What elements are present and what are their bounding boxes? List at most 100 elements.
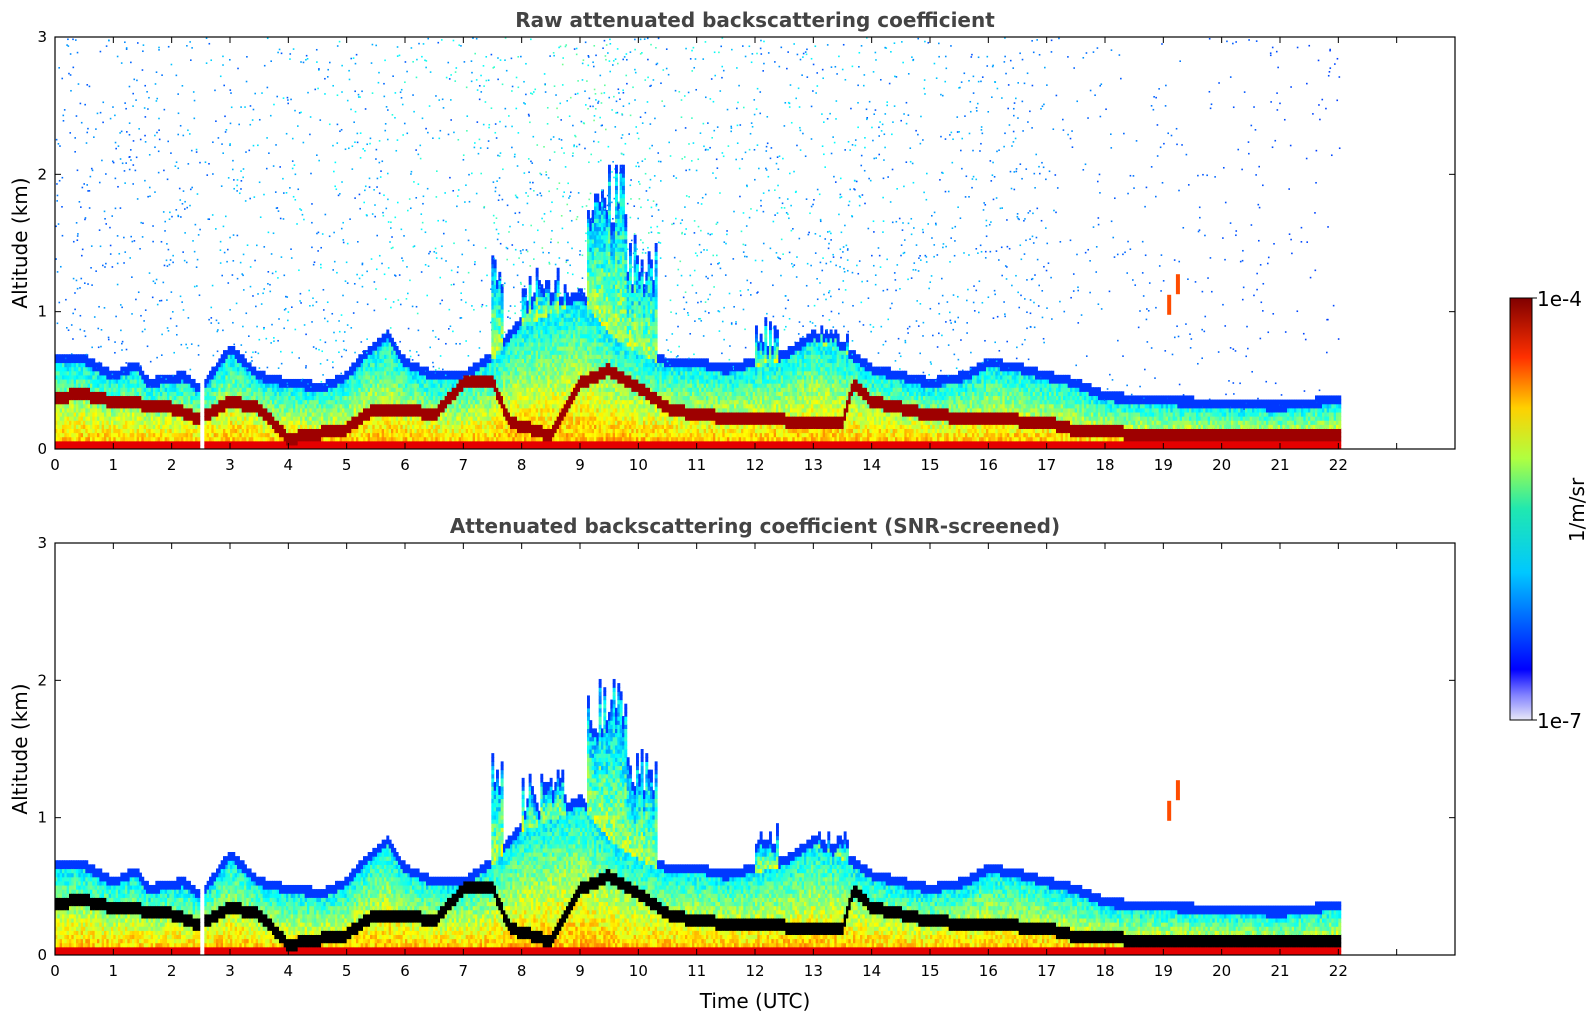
heat-cell	[283, 387, 287, 392]
heat-cell	[213, 387, 217, 392]
heat-cell	[101, 378, 105, 384]
heat-cell	[185, 387, 189, 392]
heat-cell	[388, 416, 392, 421]
noise-speck	[166, 327, 169, 329]
noise-speck	[417, 153, 420, 156]
heat-cell	[185, 411, 189, 417]
heat-cell	[283, 436, 287, 442]
heat-cell	[246, 432, 250, 438]
heat-cell	[293, 378, 296, 384]
heat-cell	[76, 391, 79, 397]
noise-speck	[242, 289, 245, 291]
heat-cell	[314, 436, 317, 442]
heat-cell	[134, 395, 138, 401]
heat-cell	[309, 440, 313, 446]
heat-cell	[465, 395, 469, 401]
heat-cell	[157, 395, 161, 401]
heat-cell	[472, 424, 476, 429]
noise-speck	[465, 86, 468, 89]
heat-cell	[412, 444, 415, 449]
noise-speck	[86, 131, 89, 134]
heat-cell	[351, 444, 355, 449]
noise-speck	[356, 132, 359, 135]
heat-cell	[461, 387, 464, 392]
heat-cell	[365, 440, 369, 446]
heat-cell	[318, 399, 322, 405]
heat-cell	[94, 366, 98, 372]
heat-cell	[265, 395, 268, 401]
heat-cell	[465, 436, 469, 442]
heat-cell	[85, 407, 89, 413]
noise-speck	[114, 114, 116, 117]
heat-cell	[405, 440, 408, 446]
heat-cell	[155, 395, 159, 401]
heat-cell	[381, 407, 385, 413]
heat-cell	[223, 374, 226, 380]
heat-cell	[302, 395, 306, 401]
heat-cell	[363, 350, 366, 355]
heat-cell	[216, 403, 219, 409]
heat-cell	[335, 420, 338, 425]
heat-cell	[78, 395, 82, 401]
heat-cell	[136, 407, 140, 413]
heat-cell	[76, 403, 79, 409]
heat-cell	[230, 407, 233, 413]
heat-cell	[101, 436, 105, 442]
noise-speck	[404, 81, 406, 84]
heat-cell	[164, 440, 168, 446]
heat-cell	[461, 436, 464, 442]
noise-speck	[459, 317, 462, 319]
noise-speck	[345, 261, 348, 264]
noise-speck	[114, 351, 116, 354]
noise-speck	[197, 354, 200, 356]
noise-speck	[117, 145, 120, 147]
heat-cell	[104, 411, 107, 417]
heat-cell	[330, 436, 334, 442]
heat-cell	[477, 444, 481, 449]
noise-speck	[305, 365, 307, 367]
heat-cell	[136, 428, 140, 434]
noise-speck	[490, 53, 493, 56]
heat-cell	[496, 383, 499, 388]
heat-cell	[479, 387, 483, 392]
heat-cell	[442, 444, 446, 449]
heat-cell	[304, 403, 308, 409]
noise-speck	[256, 325, 258, 328]
noise-speck	[76, 287, 79, 290]
heat-cell	[146, 424, 149, 429]
heat-cell	[127, 436, 131, 442]
noise-speck	[465, 340, 467, 342]
heat-cell	[365, 395, 369, 401]
heat-cell	[353, 395, 357, 401]
noise-speck	[460, 317, 463, 319]
heat-cell	[482, 399, 485, 405]
heat-cell	[90, 383, 93, 388]
heat-cell	[433, 399, 436, 405]
heat-cell	[489, 436, 492, 442]
heat-cell	[330, 432, 334, 438]
heat-cell	[64, 416, 68, 421]
noise-speck	[248, 149, 251, 152]
heat-cell	[64, 374, 68, 380]
heat-cell	[248, 387, 252, 392]
heat-cell	[372, 366, 376, 372]
heat-cell	[64, 407, 68, 413]
noise-speck	[67, 38, 69, 41]
heat-cell	[290, 436, 294, 442]
heat-cell	[255, 416, 259, 421]
noise-speck	[383, 194, 385, 197]
heat-cell	[358, 383, 362, 388]
heat-cell	[328, 411, 331, 417]
heat-cell	[209, 387, 212, 392]
heat-cell	[484, 428, 488, 434]
heat-cell	[57, 444, 61, 449]
heat-cell	[83, 362, 86, 368]
heat-cell	[416, 436, 420, 442]
heat-cell	[461, 432, 464, 438]
heat-cell	[97, 387, 100, 392]
heat-cell	[374, 383, 378, 388]
heat-cell	[295, 428, 299, 434]
noise-speck	[283, 327, 285, 330]
heat-cell	[484, 395, 488, 401]
heat-cell	[288, 383, 292, 388]
